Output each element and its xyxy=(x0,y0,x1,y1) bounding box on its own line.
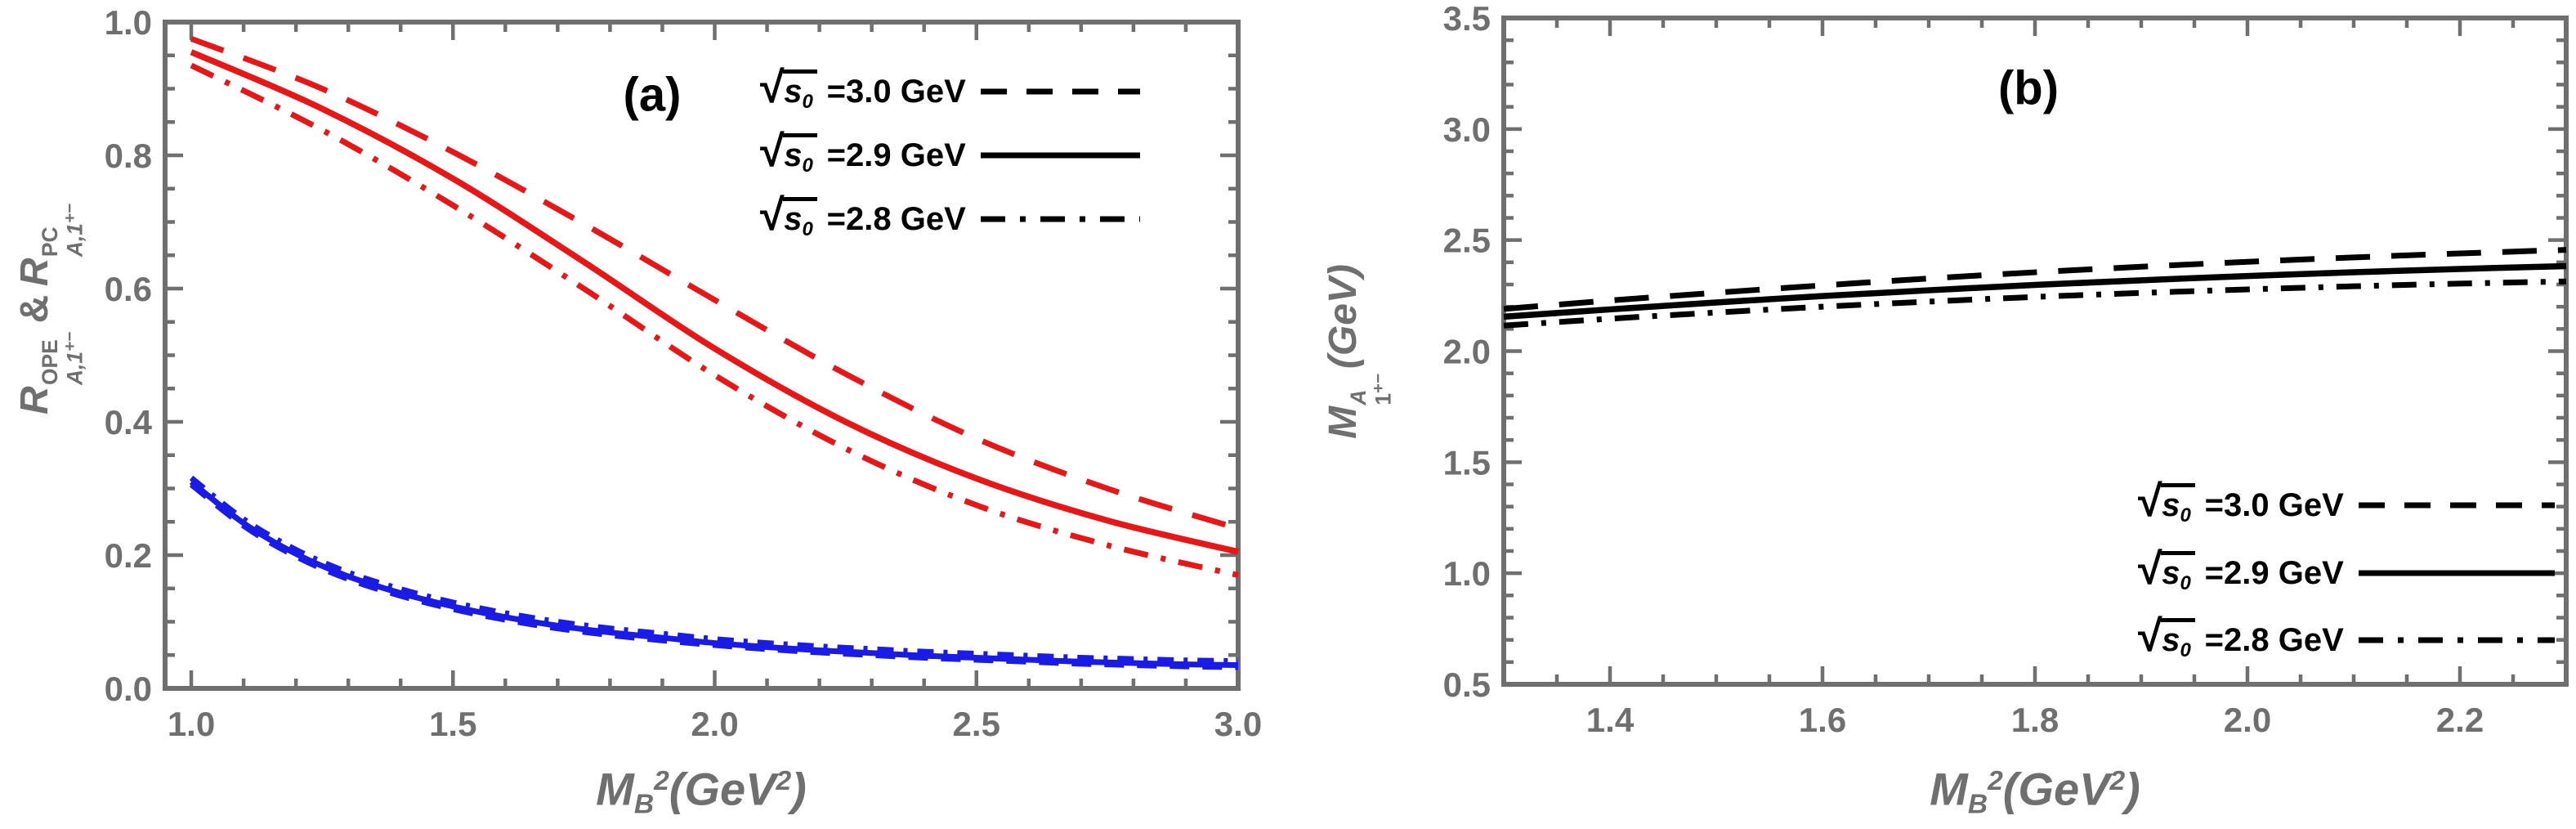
svg-text:0.2: 0.2 xyxy=(105,536,152,575)
svg-text:0.5: 0.5 xyxy=(1443,665,1491,704)
svg-text:2.2: 2.2 xyxy=(2436,701,2484,739)
svg-text:1.5: 1.5 xyxy=(429,705,476,743)
svg-text:1.0: 1.0 xyxy=(105,3,152,42)
panel-b: 1.4 1.6 1.8 2.0 2.2 0.5 1.0 1.5 2.0 2.5 3.0 3.5 (b)… xyxy=(1288,0,2576,829)
panel-b-chart: 1.4 1.6 1.8 2.0 2.2 0.5 1.0 1.5 2.0 2.5 3.0 3.5 xyxy=(1443,0,2569,739)
panel-a-chart: 1.0 1.5 2.0 2.5 3.0 0.0 0.2 0.4 0.6 0.8 1.0 xyxy=(105,3,1263,743)
svg-text:1.5: 1.5 xyxy=(1443,443,1491,482)
svg-text:2.5: 2.5 xyxy=(1443,222,1491,260)
svg-text:1.4: 1.4 xyxy=(1586,701,1635,739)
series-dashdot xyxy=(1503,278,2567,329)
series-solid xyxy=(1503,262,2567,320)
svg-text:2.0: 2.0 xyxy=(691,705,738,743)
svg-text:1.6: 1.6 xyxy=(1799,701,1846,739)
svg-text:3.0: 3.0 xyxy=(1443,110,1491,149)
svg-text:0.0: 0.0 xyxy=(105,670,152,708)
svg-text:3.0: 3.0 xyxy=(1214,705,1262,743)
svg-text:1.0: 1.0 xyxy=(1443,554,1491,593)
series-dashdot xyxy=(189,475,1239,665)
svg-text:2.0: 2.0 xyxy=(2224,701,2271,739)
svg-text:1.0: 1.0 xyxy=(168,705,215,743)
series-solid xyxy=(189,479,1239,668)
series-dashed xyxy=(1503,247,2567,312)
svg-text:3.5: 3.5 xyxy=(1443,0,1491,38)
series-dashdot xyxy=(190,62,1239,578)
svg-text:1.8: 1.8 xyxy=(2011,701,2059,739)
series-solid xyxy=(190,49,1239,555)
svg-text:2.0: 2.0 xyxy=(1443,333,1491,371)
svg-text:0.8: 0.8 xyxy=(105,137,152,175)
series-dashed xyxy=(190,36,1240,531)
svg-text:0.4: 0.4 xyxy=(105,403,153,441)
svg-text:0.6: 0.6 xyxy=(105,270,152,308)
svg-text:2.5: 2.5 xyxy=(953,705,1000,743)
